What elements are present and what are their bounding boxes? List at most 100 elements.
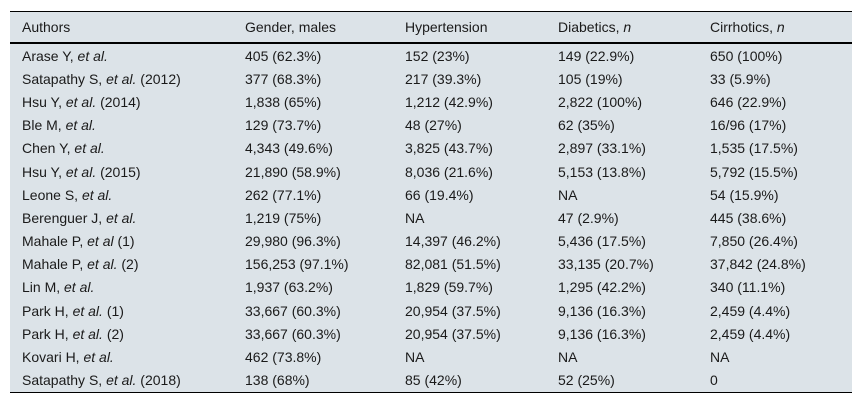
author-cell: Ble M, et al. [10,114,245,137]
author-etal: et al. [65,163,97,180]
gender-cell: 29,980 (96.3%) [245,233,341,250]
author-name: Hsu Y, [22,163,66,180]
author-etal: et al. [74,140,105,157]
hypertension-cell: 3,825 (43.7%) [405,140,493,157]
diabetics-cell: 105 (19%) [558,70,623,87]
hypertension-cell: 1,829 (59.7%) [405,279,493,296]
diabetics-cell: 9,136 (16.3%) [558,325,646,342]
table-row: Berenguer J, et al. 1,219 (75%) NA 47 (2.9%… [10,206,852,229]
table-row: Mahale P, et al. (2) 156,253 (97.1%) 82,08… [10,253,852,276]
diabetics-cell: 1,295 (42.2%) [558,279,646,296]
gender-cell: 33,667 (60.3%) [245,325,341,342]
author-name: Berenguer J, [22,209,107,226]
column-header-hypertension: Hypertension [405,11,558,44]
cirrhotics-cell: 37,842 (24.8%) [710,256,806,273]
table-header: Authors Gender, males Hypertension Diabe… [10,11,852,44]
table-row: Satapathy S, et al. (2018) 138 (68%) 85 (4… [10,369,852,393]
gender-cell: 4,343 (49.6%) [245,140,333,157]
diabetics-cell: 9,136 (16.3%) [558,302,646,319]
gender-cell: 129 (73.7%) [245,117,322,134]
author-etal: et al. [64,279,95,296]
gender-cell: 1,937 (63.2%) [245,279,333,296]
cirrhotics-cell: 340 (11.1%) [710,279,786,296]
column-header-italic: n [623,19,632,35]
hypertension-cell: 20,954 (37.5%) [405,302,501,319]
author-cell: Park H, et al. (1) [10,299,245,322]
column-header-italic: n [776,19,785,35]
hypertension-cell: 66 (19.4%) [405,186,474,203]
gender-cell: 21,890 (58.9%) [245,163,341,180]
author-suffix: (2) [102,325,124,342]
table-row: Park H, et al. (1) 33,667 (60.3%) 20,954 (… [10,299,852,322]
cirrhotics-cell: 445 (38.6%) [710,209,787,226]
hypertension-cell: 85 (42%) [405,372,462,389]
author-cell: Kovari H, et al. [10,345,245,368]
author-name: Arase Y, [22,47,78,64]
diabetics-cell: 62 (35%) [558,117,615,134]
author-name: Park H, [22,325,73,342]
author-etal: et al. [72,325,103,342]
author-suffix: (1) [102,302,124,319]
author-name: Ble M, [22,117,66,134]
author-cell: Leone S, et al. [10,183,245,206]
author-etal: et al. [72,302,103,319]
diabetics-cell: NA [558,186,578,203]
diabetics-cell: 5,153 (13.8%) [558,163,646,180]
cirrhotics-cell: 33 (5.9%) [710,70,771,87]
gender-cell: 377 (68.3%) [245,70,322,87]
author-etal: et al. [65,93,97,110]
hypertension-cell: 1,212 (42.9%) [405,93,493,110]
column-header-label: Diabetics, [558,19,624,35]
author-name: Mahale P, [22,233,88,250]
author-etal: et al. [87,256,118,273]
diabetics-cell: 47 (2.9%) [558,209,619,226]
author-name: Leone S, [22,186,82,203]
author-cell: Berenguer J, et al. [10,206,245,229]
table-row: Ble M, et al. 129 (73.7%) 48 (27%) 62 (35%)… [10,114,852,137]
author-etal: et al. [81,186,113,203]
cirrhotics-cell: 2,459 (4.4%) [710,325,791,342]
table-row: Mahale P, et al (1) 29,980 (96.3%) 14,397 … [10,230,852,253]
table-row: Lin M, et al. 1,937 (63.2%) 1,829 (59.7%) 1… [10,276,852,299]
cirrhotics-cell: 646 (22.9%) [710,93,787,110]
column-header-gender-males: Gender, males [245,11,405,44]
author-etal: et al. [77,47,108,64]
author-etal: et al [87,233,114,250]
gender-cell: 33,667 (60.3%) [245,302,341,319]
hypertension-cell: NA [405,349,425,366]
diabetics-cell: 2,897 (33.1%) [558,140,646,157]
author-etal: et al. [106,70,137,87]
cirrhotics-cell: 2,459 (4.4%) [710,302,791,319]
author-suffix: (2015) [96,163,141,180]
table-row: Arase Y, et al. 405 (62.3%) 152 (23%) 149 (… [10,43,852,67]
hypertension-cell: 48 (27%) [405,117,462,134]
author-cell: Park H, et al. (2) [10,322,245,345]
cirrhotics-cell: 16/96 (17%) [710,117,787,134]
author-name: Park H, [22,302,73,319]
header-row: Authors Gender, males Hypertension Diabe… [10,11,852,44]
column-header-diabetics: Diabetics, n [558,11,710,44]
table-row: Kovari H, et al. 462 (73.8%) NA NA NA [10,345,852,368]
author-etal: et al. [106,209,137,226]
gender-cell: 156,253 (97.1%) [245,256,349,273]
author-name: Satapathy S, [22,372,107,389]
author-etal: et al. [106,372,137,389]
diabetics-cell: 52 (25%) [558,372,615,389]
cirrhotics-cell: NA [710,349,730,366]
column-header-cirrhotics: Cirrhotics, n [710,11,852,44]
cirrhotics-cell: 650 (100%) [710,47,783,64]
author-suffix: (2018) [136,372,181,389]
author-cell: Chen Y, et al. [10,137,245,160]
diabetics-cell: 149 (22.9%) [558,47,635,64]
gender-cell: 1,219 (75%) [245,209,322,226]
table-wrap: Authors Gender, males Hypertension Diabe… [10,11,852,393]
author-cell: Mahale P, et al (1) [10,230,245,253]
author-name: Satapathy S, [22,70,107,87]
gender-cell: 1,838 (65%) [245,93,322,110]
gender-cell: 462 (73.8%) [245,349,322,366]
author-cell: Satapathy S, et al. (2018) [10,369,245,393]
diabetics-cell: 33,135 (20.7%) [558,256,654,273]
hypertension-cell: 217 (39.3%) [405,70,482,87]
hypertension-cell: 8,036 (21.6%) [405,163,493,180]
